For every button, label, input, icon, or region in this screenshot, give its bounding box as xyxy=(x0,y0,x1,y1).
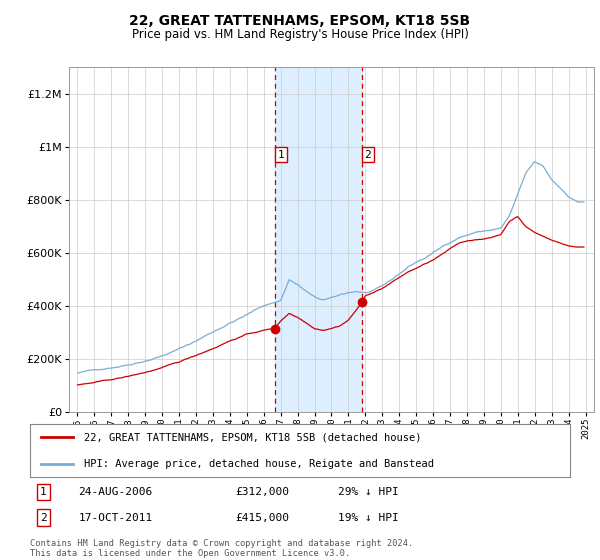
Text: 29% ↓ HPI: 29% ↓ HPI xyxy=(338,487,398,497)
Text: £415,000: £415,000 xyxy=(235,512,289,522)
Text: HPI: Average price, detached house, Reigate and Banstead: HPI: Average price, detached house, Reig… xyxy=(84,459,434,469)
Text: 2: 2 xyxy=(40,512,47,522)
Bar xyxy=(275,67,362,412)
Text: 19% ↓ HPI: 19% ↓ HPI xyxy=(338,512,398,522)
Text: 22, GREAT TATTENHAMS, EPSOM, KT18 5SB (detached house): 22, GREAT TATTENHAMS, EPSOM, KT18 5SB (d… xyxy=(84,432,421,442)
Text: Price paid vs. HM Land Registry's House Price Index (HPI): Price paid vs. HM Land Registry's House … xyxy=(131,28,469,41)
Text: 1: 1 xyxy=(40,487,47,497)
Text: 24-AUG-2006: 24-AUG-2006 xyxy=(79,487,153,497)
Text: 1: 1 xyxy=(277,150,284,160)
Text: Contains HM Land Registry data © Crown copyright and database right 2024.
This d: Contains HM Land Registry data © Crown c… xyxy=(30,539,413,558)
Text: 17-OCT-2011: 17-OCT-2011 xyxy=(79,512,153,522)
Text: 2: 2 xyxy=(364,150,371,160)
Text: £312,000: £312,000 xyxy=(235,487,289,497)
Text: 22, GREAT TATTENHAMS, EPSOM, KT18 5SB: 22, GREAT TATTENHAMS, EPSOM, KT18 5SB xyxy=(130,14,470,28)
